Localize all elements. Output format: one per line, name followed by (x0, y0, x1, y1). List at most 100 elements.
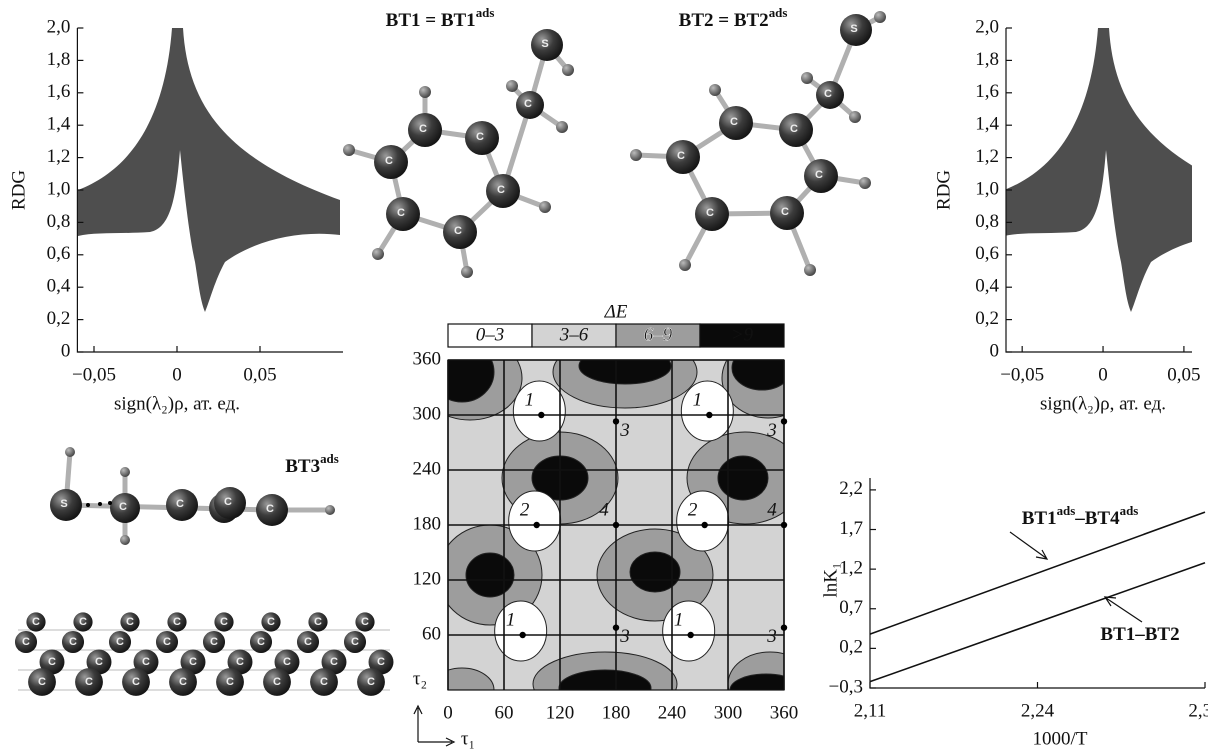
atom-label: C (397, 207, 405, 219)
molecule-title-part: BT3 (285, 456, 320, 477)
y-tick-label: 2,2 (839, 478, 863, 499)
atom-label: C (176, 498, 184, 510)
minimum-label: 3 (619, 626, 630, 647)
atom-label: C (677, 150, 685, 162)
y-tick-label: 1,8 (975, 49, 999, 70)
x-tick-label: −0,05 (1000, 364, 1044, 385)
graphene-surface: CCCCCCCCCCCCCCCCCCCCCCCCCCCCCCCC (15, 612, 394, 696)
rdg-cloud (78, 28, 340, 312)
minimum-label: 4 (767, 499, 777, 520)
minimum-label: 1 (693, 389, 703, 410)
atom-label: C (189, 656, 197, 668)
contour-region (677, 491, 729, 551)
y-axis-label: lnK₁ (820, 562, 841, 597)
minimum-label: 2 (688, 499, 698, 520)
atom-label: C (815, 169, 823, 181)
contour-region (513, 381, 565, 441)
minimum-label: 3 (766, 626, 777, 647)
atom-label: C (116, 636, 124, 648)
annotation-arrow (1105, 597, 1142, 622)
minimum-label: 1 (506, 609, 516, 630)
rdg-cloud (1004, 28, 1208, 312)
x-tick-label: 2,37 (1188, 700, 1208, 721)
minimum-label: 3 (619, 420, 630, 441)
y-tick-label: 1,0 (47, 178, 71, 199)
hydrogen (556, 121, 568, 133)
atom-label: C (781, 206, 789, 218)
minimum-label: 2 (520, 499, 530, 520)
atom-label: C (476, 131, 484, 143)
atom-label: C (790, 123, 798, 135)
atom-label: C (257, 636, 265, 648)
y-tick-label: 120 (413, 568, 442, 589)
hydrogen (630, 149, 642, 161)
atom-label: S (541, 38, 548, 50)
y-tick-label: 0,8 (975, 211, 999, 232)
minimum-point (519, 632, 525, 638)
hydrogen (539, 201, 551, 213)
y-tick-label: 0,4 (975, 276, 999, 297)
atom-label: C (95, 656, 103, 668)
hydrogen (562, 64, 574, 76)
y-tick-label: 0,6 (47, 243, 71, 264)
atom-label: C (361, 616, 369, 628)
x-axis-label: sign(λ₂)ρ, ат. ед. (114, 393, 240, 414)
atom-label: C (79, 616, 87, 628)
minimum-point (706, 412, 712, 418)
molecule-title-part: ads (320, 451, 339, 466)
hydrogen (120, 535, 130, 545)
minimum-point (781, 624, 787, 630)
atom-label: C (32, 616, 40, 628)
x-tick-label: 120 (546, 702, 575, 723)
atom-label: C (730, 116, 738, 128)
y-axis-label: RDG (933, 170, 954, 210)
hydrogen (874, 11, 886, 23)
y-tick-label: 0,7 (839, 597, 863, 618)
hydrogen (419, 86, 431, 98)
y-tick-label: 0,6 (975, 243, 999, 264)
series-label-part: BT1 (1022, 508, 1057, 529)
hydrogen (804, 264, 816, 276)
legend-label: 6–9 (644, 324, 673, 345)
y-tick-label: 1,2 (839, 557, 863, 578)
series-line (870, 512, 1205, 634)
atom-label: C (273, 676, 281, 688)
x-axis-label: τ₁ (461, 728, 475, 749)
legend-title: ΔE (604, 301, 628, 322)
y-tick-label: 1,4 (47, 114, 71, 135)
atom-label: C (220, 616, 228, 628)
atom-label: C (173, 616, 181, 628)
y-tick-label: 300 (413, 403, 442, 424)
atom-label: C (385, 155, 393, 167)
minimum-label: 1 (525, 389, 535, 410)
series-label: BT1–BT2 (1100, 624, 1179, 645)
y-tick-label: 0,2 (839, 637, 863, 658)
x-tick-label: 0,05 (1167, 364, 1200, 385)
legend-label: >9 (731, 324, 754, 345)
x-axis-label: 1000/T (1033, 728, 1088, 749)
atom-label: C (706, 207, 714, 219)
atom-label: C (267, 616, 275, 628)
y-tick-label: 1,7 (839, 518, 863, 539)
atom-label: C (69, 636, 77, 648)
x-tick-label: 240 (658, 702, 687, 723)
atom-label: S (850, 23, 857, 35)
x-tick-label: 180 (602, 702, 631, 723)
contour-region (495, 601, 547, 661)
hydrogen (461, 266, 473, 278)
hydrogen (120, 467, 130, 477)
molecule-title: BT2 = BT2ads (679, 5, 788, 31)
atom-label: C (22, 636, 30, 648)
y-tick-label: 60 (422, 623, 441, 644)
atom-label: C (126, 616, 134, 628)
hydrogen (849, 111, 861, 123)
molecule-title-part: BT2 = BT2 (679, 10, 769, 31)
y-tick-label: 2,0 (47, 16, 71, 37)
atom-label: C (330, 656, 338, 668)
rdg-cloud-group (1004, 28, 1208, 312)
bond-point (98, 502, 102, 506)
atom-label: C (236, 656, 244, 668)
minimum-point (613, 624, 619, 630)
minimum-label: 4 (599, 499, 609, 520)
y-axis-label: τ₂ (413, 668, 427, 689)
